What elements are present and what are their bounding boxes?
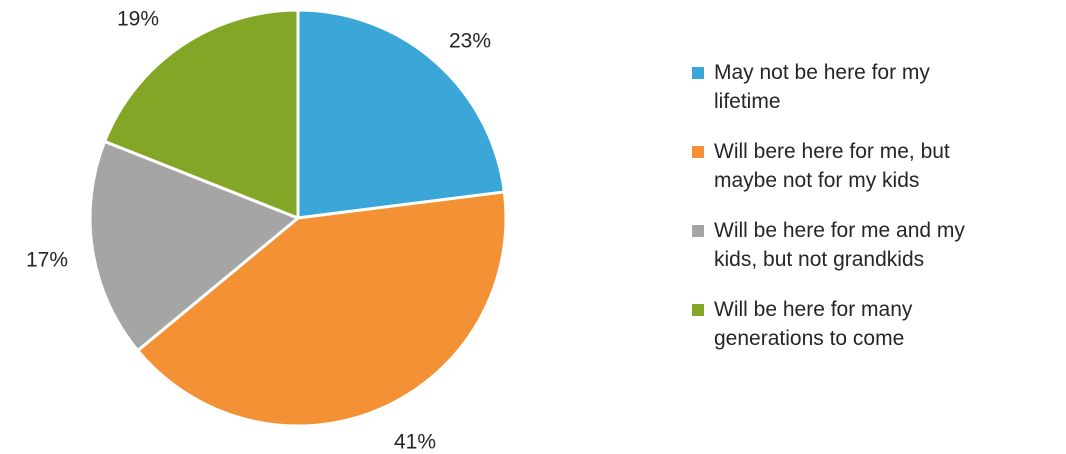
- legend-item: May not be here for my lifetime: [692, 58, 1052, 116]
- legend-item: Will bere here for me, but maybe not for…: [692, 137, 1052, 195]
- pie-data-label: 19%: [117, 8, 159, 31]
- legend-label: Will be here for many generations to com…: [714, 298, 913, 350]
- legend-label: Will bere here for me, but maybe not for…: [714, 140, 950, 192]
- legend-swatch: [692, 304, 704, 316]
- pie-slice: [103, 8, 300, 220]
- pie-slice: [296, 8, 506, 220]
- legend-swatch: [692, 225, 704, 237]
- pie-data-labels: 23% 41% 17% 19%: [26, 8, 491, 454]
- pie-slice: [88, 139, 300, 353]
- legend-label: May not be here for my lifetime: [714, 61, 930, 113]
- legend-label: Will be here for me and my kids, but not…: [714, 219, 965, 271]
- pie-slices: [88, 8, 508, 428]
- legend-item: Will be here for many generations to com…: [692, 295, 1052, 353]
- legend-item: Will be here for me and my kids, but not…: [692, 216, 1052, 274]
- legend-swatch: [692, 67, 704, 79]
- pie-data-label: 23%: [449, 30, 491, 53]
- pie-data-label: 17%: [26, 249, 68, 272]
- pie-slice: [136, 190, 508, 428]
- chart-legend: May not be here for my lifetime Will ber…: [692, 58, 1052, 374]
- pie-data-label: 41%: [394, 431, 436, 454]
- legend-swatch: [692, 146, 704, 158]
